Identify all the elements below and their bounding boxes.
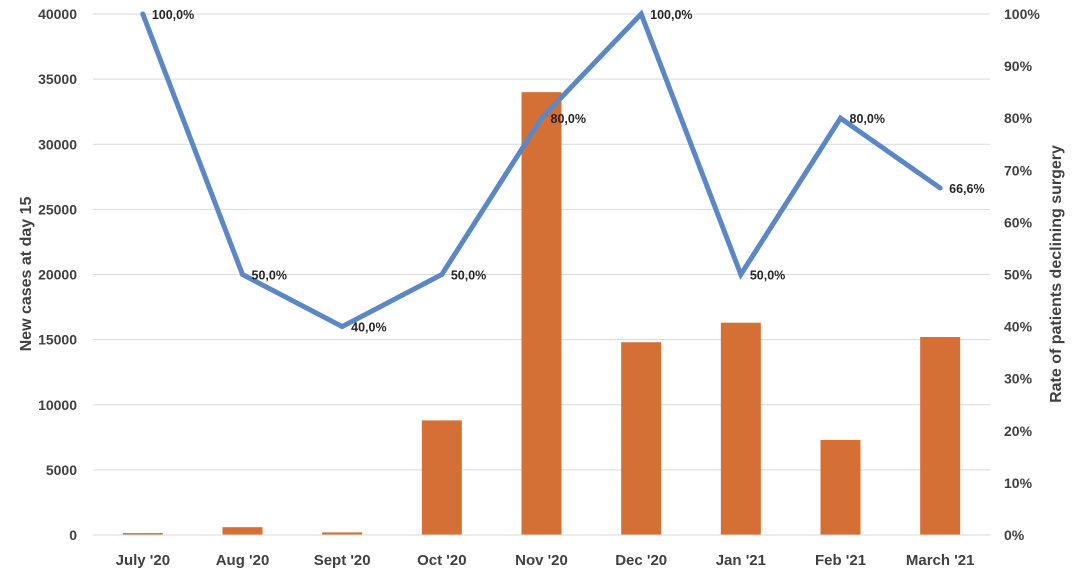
- left-axis-tick-label: 30000: [38, 136, 77, 152]
- x-axis-tick-label: Sept '20: [314, 552, 371, 569]
- line-point: [439, 272, 445, 277]
- x-axis-tick-label: Dec '20: [615, 552, 667, 569]
- line-point: [838, 115, 843, 121]
- bar: [720, 322, 761, 535]
- right-axis-tick-label: 0%: [1004, 527, 1025, 543]
- x-axis-tick-label: Jan '21: [716, 552, 766, 569]
- bar: [621, 342, 662, 535]
- line-point: [738, 272, 744, 277]
- line-point: [539, 115, 544, 121]
- line-point: [339, 324, 345, 330]
- x-axis-tick-label: July '20: [116, 552, 170, 569]
- right-axis-tick-label: 70%: [1004, 162, 1033, 178]
- left-axis-tick-label: 15000: [38, 332, 77, 348]
- line-data-label: 50,0%: [451, 269, 486, 283]
- bar: [820, 439, 861, 535]
- bar: [521, 92, 562, 536]
- line-data-label: 66,6%: [949, 182, 984, 196]
- right-axis-tick-label: 100%: [1004, 6, 1040, 22]
- right-axis-tick-label: 80%: [1004, 110, 1033, 126]
- right-axis-tick-label: 10%: [1004, 475, 1033, 491]
- right-axis-tick-label: 90%: [1004, 58, 1033, 74]
- right-axis-tick-label: 30%: [1004, 371, 1033, 387]
- left-axis-tick-label: 20000: [38, 267, 77, 283]
- left-axis-tick-label: 40000: [38, 6, 77, 22]
- bar: [920, 337, 961, 535]
- left-axis-tick-label: 5000: [46, 462, 77, 478]
- line-data-label: 40,0%: [351, 321, 386, 335]
- left-axis-title: New cases at day 15: [18, 197, 35, 352]
- line-point: [140, 11, 146, 17]
- line-data-label: 80,0%: [850, 112, 885, 126]
- line-point: [638, 11, 644, 17]
- left-axis-tick-label: 35000: [38, 71, 77, 87]
- x-axis-tick-label: Oct '20: [417, 552, 466, 569]
- line-data-label: 100,0%: [152, 8, 194, 22]
- x-axis-tick-label: March '21: [906, 552, 975, 569]
- right-axis-title: Rate of patients declining surgery: [1048, 145, 1065, 403]
- axes: 0 5000 10000 15000 20000 25000 30000 35000 40000…: [38, 6, 1040, 569]
- bar: [122, 533, 163, 535]
- line-data-labels: 100,0% 50,0% 40,0% 50,0% 80,0% 100,0% 50,0% 80,…: [152, 8, 985, 335]
- right-axis-tick-label: 20%: [1004, 423, 1033, 439]
- x-axis-tick-label: Nov '20: [515, 552, 568, 569]
- x-axis-tick-label: Feb '21: [815, 552, 866, 569]
- right-axis-tick-label: 50%: [1004, 267, 1033, 283]
- line-data-label: 100,0%: [650, 8, 692, 22]
- line-data-label: 50,0%: [252, 269, 287, 283]
- bar: [222, 527, 263, 535]
- bar: [322, 532, 363, 535]
- left-axis-tick-label: 0: [69, 527, 77, 543]
- bar: [421, 420, 462, 535]
- line-series: [140, 9, 943, 330]
- bar-series: [122, 92, 961, 536]
- line-point: [240, 272, 245, 277]
- line-data-label: 50,0%: [750, 269, 785, 283]
- left-axis-tick-label: 10000: [38, 397, 77, 413]
- left-axis-tick-label: 25000: [38, 201, 77, 217]
- x-axis-tick-label: Aug '20: [216, 552, 270, 569]
- line-data-label: 80,0%: [551, 112, 586, 126]
- right-axis-tick-label: 60%: [1004, 214, 1033, 230]
- right-axis-tick-label: 40%: [1004, 319, 1033, 335]
- line-point: [937, 185, 943, 191]
